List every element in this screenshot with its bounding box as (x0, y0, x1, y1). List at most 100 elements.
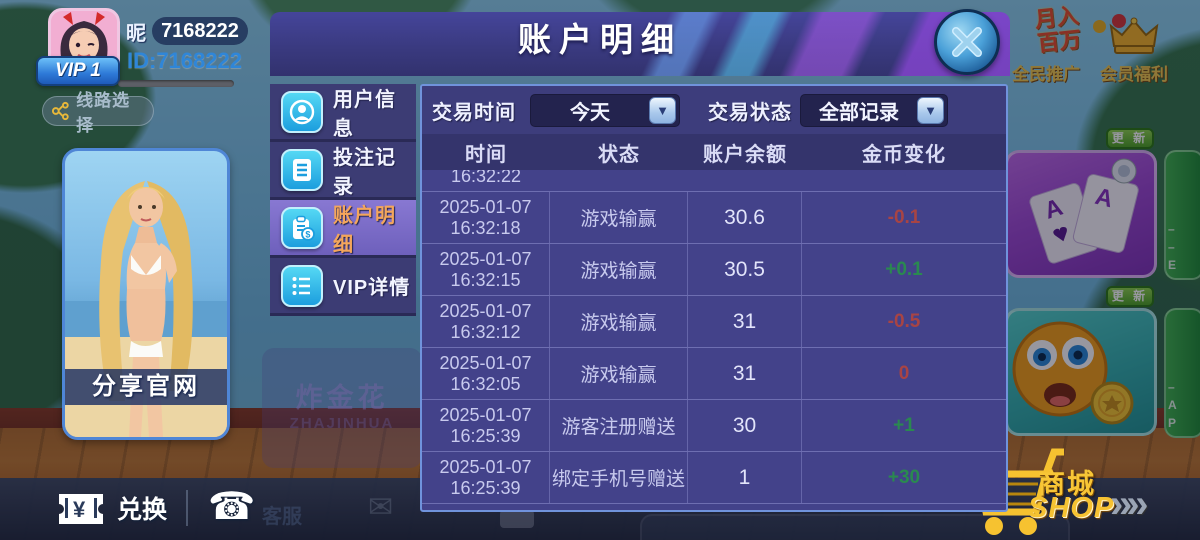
balance-cell: 30.6 (688, 192, 802, 243)
change-cell: -0.1 (887, 206, 921, 228)
svg-text:A: A (1092, 183, 1115, 213)
gem-icon (1112, 14, 1126, 28)
document-icon (281, 148, 323, 191)
chevron-down-icon[interactable]: ▼ (917, 96, 944, 124)
change-cell: +0.1 (885, 258, 923, 280)
network-icon (51, 101, 69, 121)
tab-label: 用户信息 (333, 88, 396, 140)
svg-text:¥: ¥ (73, 497, 86, 522)
game-tile-fishing[interactable] (1005, 308, 1157, 436)
mail-icon-dimmed[interactable]: ✉ (368, 491, 394, 524)
tab-label: 投注记录 (333, 146, 396, 198)
time-cell: 2025-01-07 16:32:12 (422, 296, 550, 347)
filter-row: 交易时间 今天 ▼ 交易状态 全部记录 ▼ (422, 86, 1006, 134)
promo-all-people[interactable]: 全民推广 (1012, 65, 1080, 84)
time-cell: 2025-01-07 16:25:39 (422, 400, 550, 451)
table-body: 16:32:22 2025-01-07 16:32:18 游戏输赢 30.6 -… (422, 170, 1006, 504)
account-detail-panel: 交易时间 今天 ▼ 交易状态 全部记录 ▼ 时间 状态 账户余额 金币变化 (420, 84, 1008, 512)
time-cell: 2025-01-07 16:32:05 (422, 348, 550, 399)
nickname-value: 7168222 (152, 17, 248, 45)
modal-tab-column: 用户信息 投注记录 $ (270, 84, 416, 316)
col-header-balance: 账户余额 (703, 143, 787, 166)
time-filter-dropdown[interactable]: 今天 ▼ (530, 93, 680, 127)
change-cell: -0.5 (887, 310, 921, 332)
fishing-side-ribbon: – A P (1164, 308, 1200, 438)
tab-bet-records[interactable]: 投注记录 (270, 142, 416, 200)
chevron-down-icon[interactable]: ▼ (649, 96, 676, 124)
update-badge-fishing: 更 新 (1106, 286, 1154, 307)
exchange-label: 兑换 (117, 496, 168, 524)
time-filter-label: 交易时间 (432, 101, 516, 124)
status-cell: 游戏输赢 (550, 192, 688, 243)
share-website-card[interactable]: 分享官网 (62, 148, 230, 440)
balance-cell: 30 (688, 400, 802, 451)
line-select-label: 线路选择 (76, 91, 131, 135)
service-label-dimmed[interactable]: 客服 (262, 506, 302, 528)
col-header-status: 状态 (598, 143, 640, 166)
line-select-button[interactable]: 线路选择 (42, 91, 154, 135)
crown-icon (1108, 16, 1160, 56)
game-tile-baccarat[interactable]: A A (1005, 150, 1157, 278)
phone-icon[interactable]: ☎ (208, 486, 256, 528)
game-tile-zhajinhua-dimmed: 炸金花 ZHAJINHUA (262, 348, 422, 468)
table-row-clipped: 16:32:22 (422, 170, 1006, 192)
time-cell: 2025-01-07 16:32:15 (422, 244, 550, 295)
status-cell: 游客注册赠送 (550, 400, 688, 451)
share-website-banner[interactable]: 分享官网 (65, 369, 227, 405)
balance-cell: 1 (688, 452, 802, 503)
status-filter-label: 交易状态 (708, 101, 792, 124)
status-cell: 游戏输赢 (550, 348, 688, 399)
nickname-label: 昵 (126, 22, 146, 45)
status-cell: 绑定手机号赠送 (550, 452, 688, 503)
ledger-icon: $ (281, 206, 323, 249)
table-row: 2025-01-07 16:32:18 游戏输赢 30.6 -0.1 (422, 192, 1006, 244)
baccarat-side-ribbon: – – E (1164, 150, 1200, 280)
status-cell: 游戏输赢 (550, 244, 688, 295)
bar-divider (186, 490, 188, 526)
table-row: 2025-01-07 16:25:39 绑定手机号赠送 1 +30 (422, 452, 1006, 504)
time-cell: 2025-01-07 16:25:39 (422, 452, 550, 503)
xp-progress-bar (118, 80, 234, 87)
change-cell: 0 (898, 362, 910, 384)
modal-header (270, 12, 1010, 76)
zhajinhua-label-cn: 炸金花 (295, 383, 389, 413)
modal-title: 账户明细 (518, 21, 682, 58)
status-cell: 游戏输赢 (550, 296, 688, 347)
status-filter-dropdown[interactable]: 全部记录 ▼ (800, 93, 948, 127)
table-row: 2025-01-07 16:25:39 游客注册赠送 30 +1 (422, 400, 1006, 452)
change-cell: +30 (887, 466, 921, 488)
time-filter-value: 今天 (570, 101, 610, 124)
col-header-time: 时间 (465, 143, 507, 166)
promo-member-benefit[interactable]: 会员福利 (1100, 65, 1168, 84)
vip-level-badge: VIP 1 (36, 56, 120, 86)
tab-vip-detail[interactable]: VIP详情 (270, 258, 416, 316)
exchange-button[interactable]: ¥ 兑换 (55, 488, 167, 528)
ticket-yuan-icon: ¥ (59, 494, 103, 524)
user-id: ID:7168222 (127, 48, 242, 73)
clipped-time-cell: 16:32:22 (450, 170, 522, 186)
table-row: 2025-01-07 16:32:15 游戏输赢 30.5 +0.1 (422, 244, 1006, 296)
table-row: 2025-01-07 16:32:12 游戏输赢 31 -0.5 (422, 296, 1006, 348)
close-button[interactable] (934, 9, 1000, 75)
balance-cell: 31 (688, 296, 802, 347)
zhajinhua-label-en: ZHAJINHUA (289, 415, 395, 432)
change-cell: +1 (893, 414, 915, 436)
shop-label-en: SHOP (1028, 492, 1115, 524)
time-cell: 2025-01-07 16:32:18 (422, 192, 550, 243)
tab-account-detail[interactable]: $ 账户明细 (270, 200, 416, 258)
tab-label: VIP详情 (333, 277, 411, 299)
tab-label: 账户明细 (333, 204, 396, 256)
tab-user-info[interactable]: 用户信息 (270, 84, 416, 142)
table-row: 2025-01-07 16:32:05 游戏输赢 31 0 (422, 348, 1006, 400)
balance-cell: 31 (688, 348, 802, 399)
close-icon (952, 27, 982, 57)
user-icon (281, 90, 323, 133)
safe-icon-dimmed (500, 510, 534, 528)
balance-cell: 30.5 (688, 244, 802, 295)
col-header-change: 金币变化 (862, 143, 946, 166)
list-icon (281, 264, 323, 307)
coin-icon (1093, 20, 1106, 33)
